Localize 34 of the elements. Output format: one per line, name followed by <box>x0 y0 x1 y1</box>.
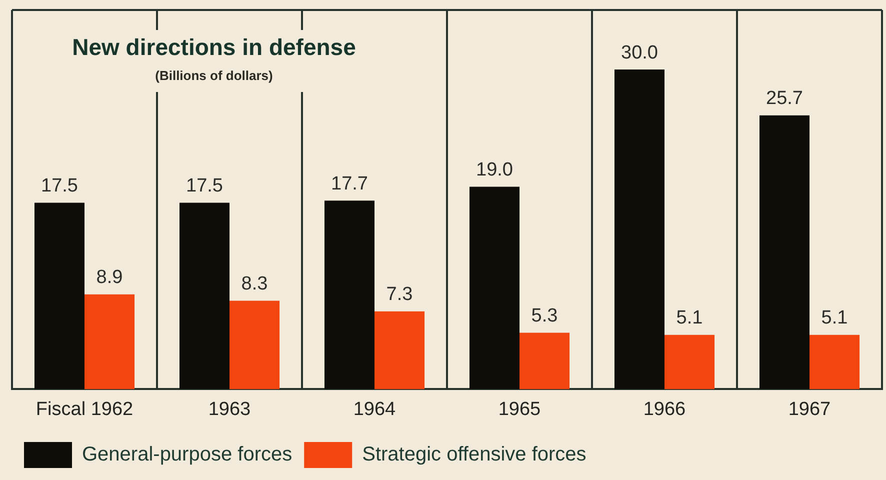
x-tick-label: 1966 <box>643 398 686 420</box>
x-tick-label: Fiscal 1962 <box>36 398 134 420</box>
data-label: 17.5 <box>186 175 223 196</box>
legend-label: General-purpose forces <box>82 444 292 466</box>
bar <box>664 334 715 390</box>
bar <box>230 300 280 390</box>
data-label: 30.0 <box>620 42 658 64</box>
data-label: 17.5 <box>40 175 78 196</box>
bar <box>374 311 425 390</box>
x-tick-label: 1963 <box>208 398 251 420</box>
data-label: 19.0 <box>476 159 513 180</box>
bar <box>759 115 810 390</box>
bar <box>469 186 520 390</box>
data-label: 8.9 <box>96 267 123 288</box>
data-label: 5.3 <box>531 305 558 326</box>
data-label: 8.3 <box>241 273 268 294</box>
data-label: 5.1 <box>676 308 703 329</box>
data-label: 17.7 <box>330 173 368 194</box>
bar <box>84 294 135 390</box>
chart-subtitle: (Billions of dollars) <box>154 68 274 83</box>
bar <box>810 334 860 390</box>
data-label: 25.7 <box>766 88 803 110</box>
x-tick-label: 1967 <box>788 398 831 420</box>
x-tick-label: 1964 <box>353 398 396 420</box>
bar <box>324 200 374 390</box>
bar <box>614 70 664 390</box>
data-label: 7.3 <box>386 284 413 306</box>
legend-label: Strategic offensive forces <box>362 444 586 466</box>
data-label: 5.1 <box>821 308 848 329</box>
chart-title: New directions in defense <box>71 34 357 61</box>
bar <box>179 202 230 390</box>
bar <box>34 202 84 390</box>
x-tick-label: 1965 <box>498 398 541 420</box>
bar <box>520 332 570 390</box>
